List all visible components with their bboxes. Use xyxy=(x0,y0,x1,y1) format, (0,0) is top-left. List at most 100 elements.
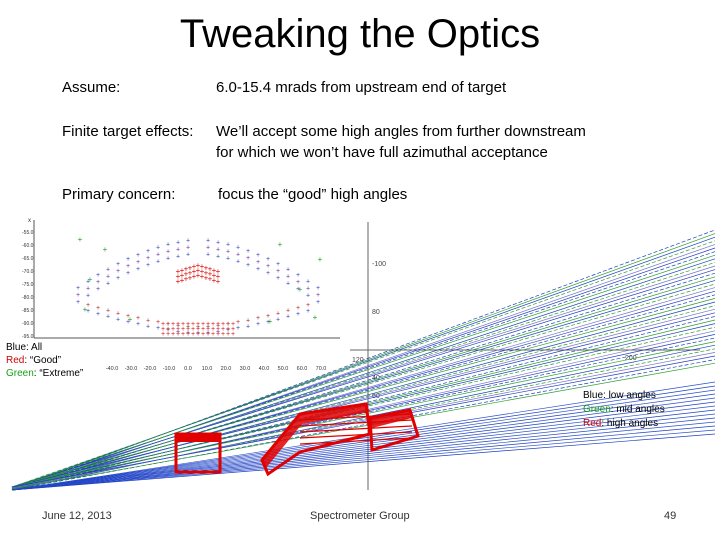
scatter-marker: + xyxy=(146,248,150,255)
finite-target-label: Finite target effects: xyxy=(62,123,194,140)
scatter-marker: + xyxy=(86,302,90,309)
scatter-good-marker: + xyxy=(212,276,217,285)
footer-page-number: 49 xyxy=(664,510,677,522)
scatter-good-marker: + xyxy=(221,321,225,328)
scatter-marker: + xyxy=(236,325,240,332)
scatter-marker: + xyxy=(206,329,210,336)
ray-line xyxy=(11,413,716,491)
ray-axis-label: 200 xyxy=(625,355,637,362)
scatter-good-marker: + xyxy=(186,326,190,333)
ray-line xyxy=(11,409,716,491)
scatter-marker: + xyxy=(166,321,170,328)
scatter-marker: + xyxy=(246,323,250,330)
scatter-good-marker: + xyxy=(231,331,235,338)
scatter-good-marker: + xyxy=(196,266,201,275)
scatter-good-marker: + xyxy=(216,321,220,328)
scatter-good-marker: + xyxy=(226,321,230,328)
scatter-marker: + xyxy=(266,263,270,270)
scatter-extreme-marker: + xyxy=(298,285,303,294)
scatter-marker: + xyxy=(256,321,260,328)
ray-line xyxy=(11,341,716,488)
scatter-good-marker: + xyxy=(184,275,189,284)
scatter-marker: + xyxy=(86,292,90,299)
scatter-good-marker: + xyxy=(216,277,221,286)
scatter-good-marker: + xyxy=(201,321,205,328)
scatter-extreme-marker: + xyxy=(278,240,283,249)
ray-line xyxy=(11,362,716,490)
scatter-marker: + xyxy=(126,319,130,326)
scatter-good-marker: + xyxy=(216,272,221,281)
scatter-good-marker: + xyxy=(211,321,215,328)
footer-group: Spectrometer Group xyxy=(310,510,410,522)
scatter-marker: + xyxy=(306,292,310,299)
scatter-marker: + xyxy=(146,255,150,262)
magnet-element-stripe xyxy=(299,437,413,445)
magnet-element-stripe xyxy=(299,413,413,421)
scatter-marker: + xyxy=(76,299,80,306)
scatter-good-marker: + xyxy=(196,331,200,338)
scatter-marker: + xyxy=(106,280,110,287)
scatter-marker: + xyxy=(266,270,270,277)
scatter-marker: + xyxy=(306,278,310,285)
scatter-marker: + xyxy=(296,305,300,312)
ray-line xyxy=(11,283,716,488)
ray-trace-plot: -100806040120200 xyxy=(11,222,716,491)
scatter-plot: x -55.0 -60.0 -65.0 -70.0 -75.0 -80.0 -85.0 -90.… xyxy=(22,218,340,372)
legend-good-text: : “Good” xyxy=(24,355,62,366)
scatter-marker: + xyxy=(116,316,120,323)
scatter-extreme-marker: + xyxy=(128,315,133,324)
scatter-marker: + xyxy=(136,266,140,273)
scatter-good-marker: + xyxy=(181,331,185,338)
scatter-good-marker: + xyxy=(206,321,210,328)
scatter-good-marker: + xyxy=(171,331,175,338)
scatter-marker: + xyxy=(236,244,240,251)
scatter-marker: + xyxy=(156,258,160,265)
scatter-marker: + xyxy=(146,262,150,269)
scatter-x-tick-label: -20.0 xyxy=(144,366,157,372)
scatter-good-marker: + xyxy=(196,321,200,328)
scatter-marker: + xyxy=(116,268,120,275)
magnet-element xyxy=(368,408,420,452)
scatter-good-marker: + xyxy=(196,261,201,270)
ray-line xyxy=(11,236,716,489)
scatter-good-marker: + xyxy=(161,326,165,333)
scatter-marker: + xyxy=(316,299,320,306)
scatter-good-marker: + xyxy=(184,265,189,274)
scatter-good-marker: + xyxy=(211,326,215,333)
scatter-extreme-marker: + xyxy=(268,317,273,326)
scatter-marker: + xyxy=(226,256,230,263)
scatter-good-marker: + xyxy=(180,271,185,280)
scatter-good-marker: + xyxy=(216,267,221,276)
magnet-element-fill xyxy=(262,404,370,468)
ray-line xyxy=(11,359,716,491)
ray-axis-label: 120 xyxy=(352,357,364,364)
scatter-marker: + xyxy=(296,279,300,286)
ray-line xyxy=(11,405,716,491)
scatter-marker: + xyxy=(316,292,320,299)
scatter-marker: + xyxy=(266,319,270,326)
footer-date: June 12, 2013 xyxy=(42,510,112,522)
scatter-good-marker: + xyxy=(171,321,175,328)
magnet-element-stripe xyxy=(299,425,413,433)
scatter-x-tick-label: 0.0 xyxy=(184,366,192,372)
scatter-marker: + xyxy=(306,302,310,309)
scatter-x-tick-label: -30.0 xyxy=(125,366,138,372)
scatter-good-marker: + xyxy=(204,273,209,282)
scatter-good-marker: + xyxy=(231,326,235,333)
ray-line xyxy=(11,355,716,488)
ray-line xyxy=(11,240,716,488)
scatter-marker: + xyxy=(276,275,280,282)
scatter-marker: + xyxy=(266,313,270,320)
scatter-marker: + xyxy=(156,244,160,251)
scatter-marker: + xyxy=(286,308,290,315)
legend-extreme-color: Green xyxy=(6,368,34,379)
scatter-good-marker: + xyxy=(176,321,180,328)
scatter-marker: + xyxy=(136,321,140,328)
scatter-marker: + xyxy=(166,256,170,263)
scatter-marker: + xyxy=(306,285,310,292)
scatter-marker: + xyxy=(146,323,150,330)
scatter-good-marker: + xyxy=(204,268,209,277)
scatter-good-marker: + xyxy=(221,326,225,333)
scatter-marker: + xyxy=(86,278,90,285)
scatter-good-marker: + xyxy=(181,321,185,328)
